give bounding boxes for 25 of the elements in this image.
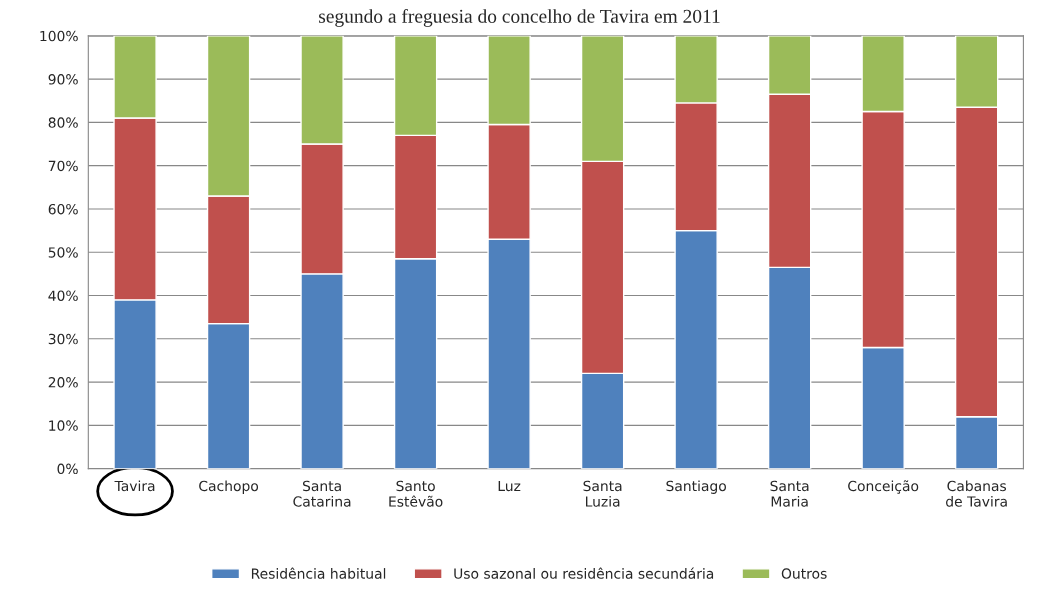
chart-title: segundo a freguesia do concelho de Tavira em 2011 <box>319 8 720 27</box>
x-tick-label: Santo Estêvão <box>389 480 443 507</box>
x-tick-label: Cachopo <box>199 480 259 494</box>
y-tick-label: 70% <box>48 160 78 172</box>
legend-label: Uso sazonal ou residência secundária <box>454 567 714 579</box>
y-tick-label: 0% <box>57 463 78 475</box>
y-tick-label: 80% <box>48 117 78 128</box>
x-tick-label: Santa Luzia <box>583 480 622 507</box>
y-tick-label: 60% <box>48 203 78 215</box>
x-tick-label: Tavira <box>114 480 155 492</box>
x-tick-label: Santa Catarina <box>293 480 351 507</box>
y-tick-label: 100% <box>40 30 78 42</box>
y-tick-label: 10% <box>49 420 78 431</box>
x-tick-label: Santa Maria <box>770 480 809 507</box>
y-tick-label: 40% <box>48 290 78 301</box>
legend-label: Residência habitual <box>251 567 386 579</box>
y-tick-label: 30% <box>48 333 78 345</box>
x-tick-label: Conceição <box>848 480 919 494</box>
x-tick-label: Santiago <box>666 480 726 494</box>
y-tick-label: 90% <box>48 74 78 85</box>
x-tick-label: Cabanas de Tavira <box>946 480 1007 507</box>
y-tick-label: 50% <box>48 247 78 258</box>
x-tick-label: Luz <box>498 480 521 492</box>
y-tick-label: 20% <box>48 377 78 388</box>
legend-label: Outros <box>781 568 827 579</box>
